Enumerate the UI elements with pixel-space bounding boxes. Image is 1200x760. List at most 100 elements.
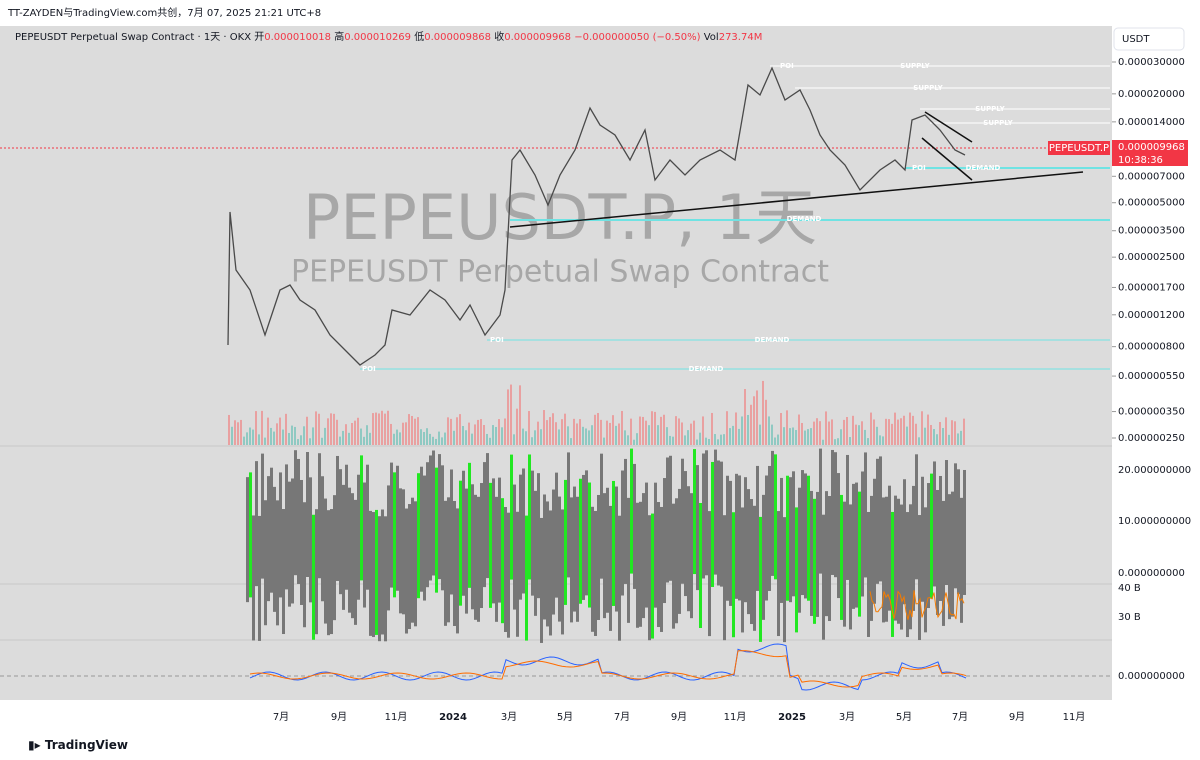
legend-label: 低 bbox=[414, 30, 424, 43]
volume-bar bbox=[783, 427, 785, 445]
pane2-bar bbox=[522, 468, 525, 594]
volume-bar bbox=[741, 416, 743, 445]
pane2-bar bbox=[444, 500, 447, 626]
pane2-bar bbox=[804, 473, 807, 599]
volume-bar bbox=[285, 413, 287, 445]
volume-bar bbox=[381, 410, 383, 445]
price-path bbox=[227, 66, 966, 366]
macd-line bbox=[249, 643, 967, 691]
volume-bar bbox=[399, 432, 401, 445]
pane2-bar bbox=[519, 474, 522, 600]
pane2-bar bbox=[255, 461, 258, 587]
zone-label: SUPPLY bbox=[900, 62, 930, 70]
volume-bar bbox=[918, 437, 920, 445]
volume-bar bbox=[705, 437, 707, 445]
pane2-bar bbox=[675, 498, 678, 624]
pane2-bar bbox=[774, 454, 777, 580]
pane2-bar bbox=[840, 494, 843, 620]
price-tick-label: 0.000014000 bbox=[1118, 117, 1185, 128]
currency-button[interactable] bbox=[1113, 27, 1185, 51]
volume-bar bbox=[744, 389, 746, 445]
pane2-bar bbox=[837, 473, 840, 599]
pane2-bar bbox=[747, 489, 750, 615]
pane2-bar bbox=[471, 484, 474, 610]
volume-bar bbox=[951, 420, 953, 445]
pane2-bar bbox=[570, 497, 573, 623]
volume-bar bbox=[234, 420, 236, 445]
pane4-tick-label: 0.000000000 bbox=[1118, 671, 1185, 682]
pane2-bar bbox=[405, 508, 408, 634]
pane2-bar bbox=[798, 487, 801, 613]
volume-bar bbox=[762, 380, 764, 445]
volume-bar bbox=[429, 433, 431, 445]
volume-bar bbox=[594, 414, 596, 445]
volume-bar bbox=[909, 412, 911, 445]
volume-bar bbox=[648, 425, 650, 445]
pane2-bar bbox=[648, 515, 651, 641]
pane2-bar bbox=[564, 479, 567, 605]
legend-value: 0.000009868 bbox=[424, 32, 491, 43]
pane2-bar bbox=[807, 475, 810, 601]
volume-bar bbox=[273, 431, 275, 445]
volume-bar bbox=[456, 417, 458, 445]
volume-bar bbox=[849, 437, 851, 445]
pane2-bar bbox=[501, 498, 504, 624]
pane2-bar bbox=[948, 494, 951, 620]
pane2-bar bbox=[264, 500, 267, 626]
volume-bar bbox=[654, 411, 656, 445]
volume-bar bbox=[861, 421, 863, 445]
pane2-bar bbox=[381, 509, 384, 635]
volume-bar bbox=[486, 433, 488, 445]
pane2-bar bbox=[915, 454, 918, 580]
volume-bar bbox=[684, 435, 686, 445]
volume-bar bbox=[792, 427, 794, 445]
symbol-badge bbox=[1048, 141, 1110, 155]
channel-line bbox=[921, 137, 973, 181]
volume-bar bbox=[822, 439, 824, 445]
volume-bar bbox=[912, 415, 914, 445]
pane2-bar bbox=[417, 473, 420, 599]
pane2-bar bbox=[513, 484, 516, 610]
volume-bar bbox=[489, 437, 491, 445]
volume-bar bbox=[780, 412, 782, 445]
pane2-bar bbox=[633, 463, 636, 589]
pane2-bar bbox=[528, 454, 531, 580]
volume-bar bbox=[483, 424, 485, 445]
pane2-bar bbox=[351, 493, 354, 619]
currency-button-label[interactable]: USDT bbox=[1122, 34, 1150, 45]
pane2-bar bbox=[795, 507, 798, 633]
volume-bar bbox=[756, 390, 758, 445]
footer-logo: ▮▸ bbox=[28, 738, 41, 752]
pane2-bar bbox=[462, 470, 465, 596]
pane2-bar bbox=[729, 480, 732, 606]
pane2-bar bbox=[666, 457, 669, 583]
volume-bar bbox=[276, 423, 278, 445]
volume-bar bbox=[303, 426, 305, 445]
volume-bar bbox=[858, 425, 860, 445]
volume-bar bbox=[426, 428, 428, 445]
pane2-bar bbox=[816, 491, 819, 617]
pane2-bar bbox=[654, 482, 657, 608]
pane2-bar bbox=[282, 509, 285, 635]
pane2-bar bbox=[591, 506, 594, 632]
pane2-bar bbox=[711, 461, 714, 587]
volume-bar bbox=[516, 408, 518, 445]
legend-change: −0.000000050 (−0.50%) bbox=[574, 32, 700, 43]
pane2-bar bbox=[768, 465, 771, 591]
pane2-bar bbox=[678, 488, 681, 614]
pane2-bar bbox=[423, 475, 426, 601]
volume-bar bbox=[843, 419, 845, 445]
volume-bar bbox=[801, 422, 803, 445]
pane2-bar bbox=[723, 515, 726, 641]
volume-bar bbox=[558, 429, 560, 445]
pane2-bar bbox=[780, 477, 783, 603]
pane2-bar bbox=[813, 498, 816, 624]
volume-bar bbox=[825, 411, 827, 445]
volume-bar bbox=[738, 428, 740, 445]
pane2-bar bbox=[252, 515, 255, 641]
pane2-bar bbox=[327, 510, 330, 636]
last-price: 0.000009968 bbox=[1118, 142, 1185, 153]
pane2-bar bbox=[411, 497, 414, 623]
volume-bar bbox=[699, 432, 701, 445]
pane2-bar bbox=[363, 482, 366, 608]
